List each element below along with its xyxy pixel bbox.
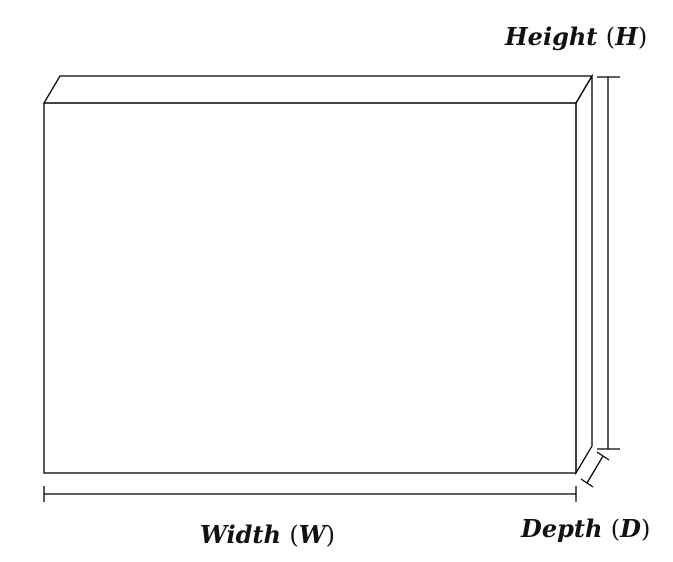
depth-dimension-line bbox=[586, 455, 604, 484]
box-front-face bbox=[43, 102, 577, 474]
height-label-symbol: H bbox=[615, 22, 638, 51]
width-label-word: Width bbox=[200, 520, 281, 549]
depth-dimension-tick-top bbox=[596, 451, 610, 461]
width-label-symbol: W bbox=[298, 520, 326, 549]
width-label: Width (W) bbox=[200, 520, 336, 549]
depth-label: Depth (D) bbox=[521, 514, 651, 543]
depth-label-symbol: D bbox=[620, 514, 641, 543]
box-top-face bbox=[42, 75, 594, 104]
depth-dimension-tick-bottom bbox=[580, 478, 594, 488]
height-label: Height (H) bbox=[505, 22, 648, 51]
height-label-word: Height bbox=[505, 22, 598, 51]
depth-label-word: Depth bbox=[521, 514, 603, 543]
box-side-face bbox=[575, 73, 593, 476]
